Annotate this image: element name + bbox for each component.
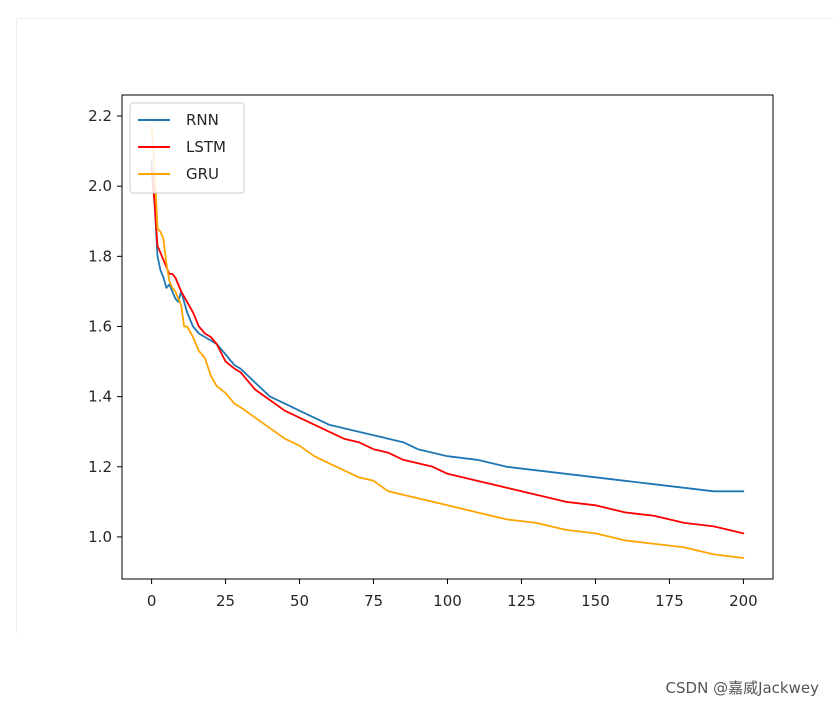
series-line-gru xyxy=(150,125,745,559)
series-line-lstm xyxy=(150,167,745,535)
y-tick-label: 1.8 xyxy=(88,247,112,265)
x-tick-label: 25 xyxy=(216,592,235,610)
legend-box xyxy=(129,102,245,194)
y-tick-label: 2.0 xyxy=(88,177,112,195)
x-tick-label: 75 xyxy=(364,592,383,610)
legend-label-gru: GRU xyxy=(186,165,219,183)
y-tick-label: 1.6 xyxy=(88,317,112,335)
y-tick-label: 1.2 xyxy=(88,458,112,476)
axes: 0 25 50 75 100 125 150 175 200 1.0 1.2 1.4 1.6 1.8 2.0… xyxy=(88,94,774,610)
x-tick-label: 200 xyxy=(729,592,758,610)
x-tick-label: 0 xyxy=(147,592,157,610)
x-tick-label: 150 xyxy=(581,592,610,610)
x-tick-label: 50 xyxy=(290,592,309,610)
y-tick-label: 1.4 xyxy=(88,388,112,406)
legend-label-rnn: RNN xyxy=(186,111,219,129)
watermark-text: CSDN @嘉威Jackwey xyxy=(665,679,819,697)
y-tick-label: 2.2 xyxy=(88,107,112,125)
legend: RNN LSTM GRU xyxy=(129,102,245,194)
x-tick-label: 175 xyxy=(655,592,684,610)
plot-area xyxy=(150,125,745,559)
x-tick-label: 125 xyxy=(507,592,536,610)
legend-label-lstm: LSTM xyxy=(186,138,226,156)
series-line-rnn xyxy=(150,160,745,493)
figure-frame xyxy=(16,18,833,633)
x-tick-label: 100 xyxy=(433,592,462,610)
y-tick-label: 1.0 xyxy=(88,528,112,546)
